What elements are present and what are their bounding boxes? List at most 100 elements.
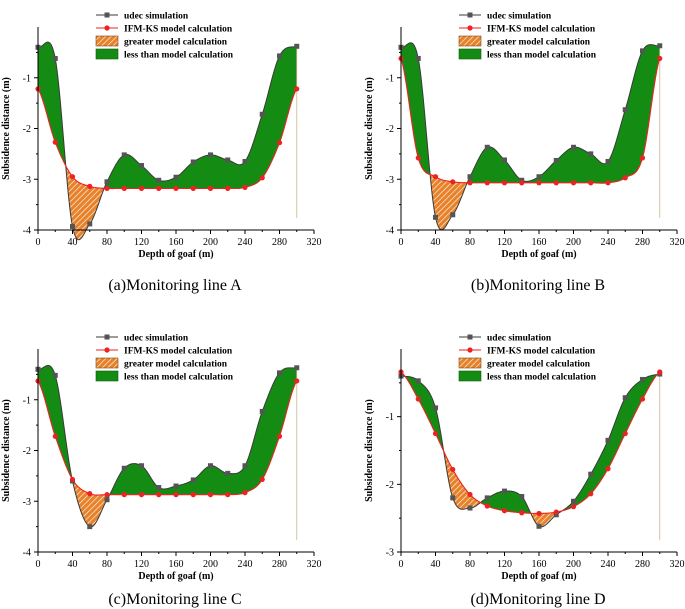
x-tick-label: 280 bbox=[272, 559, 287, 570]
udec-point bbox=[259, 408, 265, 414]
greater-region-3 bbox=[443, 448, 482, 510]
legend-less-swatch bbox=[95, 370, 119, 382]
udec-point bbox=[190, 477, 196, 483]
model-point bbox=[294, 86, 300, 92]
udec-point bbox=[622, 395, 628, 401]
udec-point bbox=[52, 55, 58, 61]
udec-point bbox=[484, 144, 490, 150]
model-point bbox=[121, 185, 127, 191]
model-point bbox=[104, 185, 110, 191]
chart-panel-3: 0 40 80 120 160 200 240 280 320 -4 -3 -2 -1 Depth of … bbox=[1, 334, 322, 609]
x-tick-label: 40 bbox=[68, 237, 78, 248]
udec-point bbox=[415, 378, 421, 384]
x-tick-label: 240 bbox=[601, 559, 616, 570]
x-tick-label: 240 bbox=[601, 237, 616, 248]
udec-curve bbox=[37, 41, 297, 241]
model-point bbox=[207, 492, 214, 498]
y-axis-title: Subsidence distance (m) bbox=[1, 77, 12, 180]
x-tick-label: 40 bbox=[431, 559, 441, 570]
udec-point bbox=[225, 470, 231, 476]
y-tick-label: -1 bbox=[386, 73, 394, 84]
udec-point bbox=[536, 523, 542, 529]
udec-point bbox=[553, 512, 559, 518]
legend-label: greater model calculation bbox=[487, 360, 591, 370]
model-point bbox=[156, 185, 162, 191]
model-point bbox=[432, 430, 439, 437]
chart-panel-4: 0 40 80 120 160 200 240 280 320 -3 -2 -1 Depth of go… bbox=[364, 334, 685, 609]
x-tick-label: 120 bbox=[497, 559, 512, 570]
x-tick-label: 280 bbox=[272, 237, 287, 248]
legend-label: less than model calculation bbox=[124, 51, 234, 61]
less-region-3 bbox=[109, 367, 297, 495]
udec-curve bbox=[400, 373, 660, 528]
y-tick-label: -4 bbox=[23, 548, 31, 559]
x-tick-label: 40 bbox=[431, 237, 441, 248]
x-tick-label: 280 bbox=[635, 559, 650, 570]
udec-point bbox=[294, 365, 300, 371]
model-point bbox=[553, 509, 559, 515]
model-point bbox=[69, 476, 76, 483]
udec-point bbox=[571, 144, 576, 150]
panel-caption: (b)Monitoring line B bbox=[471, 277, 605, 294]
legend-model-marker bbox=[467, 347, 473, 353]
model-point bbox=[415, 396, 421, 402]
y-tick-label: -1 bbox=[23, 73, 31, 84]
x-tick-label: 80 bbox=[102, 237, 112, 248]
x-tick-label: 120 bbox=[497, 237, 512, 248]
y-tick-label: -2 bbox=[386, 480, 394, 491]
x-tick-label: 320 bbox=[307, 559, 322, 570]
x-tick-label: 160 bbox=[532, 559, 547, 570]
less-region-4 bbox=[480, 491, 532, 515]
model-point bbox=[259, 175, 265, 181]
x-tick-label: 240 bbox=[238, 559, 253, 570]
model-point bbox=[467, 491, 473, 498]
legend-model-marker bbox=[104, 25, 110, 31]
panel-caption: (c)Monitoring line C bbox=[108, 591, 241, 608]
udec-point bbox=[121, 465, 127, 471]
y-tick-label: -4 bbox=[23, 226, 31, 237]
udec-point bbox=[553, 157, 559, 163]
model-point bbox=[69, 174, 76, 180]
legend-label: less than model calculation bbox=[487, 373, 597, 383]
udec-point bbox=[208, 152, 213, 158]
udec-point bbox=[433, 405, 438, 411]
udec-point bbox=[70, 223, 75, 229]
model-point bbox=[190, 185, 196, 191]
udec-point bbox=[450, 495, 456, 501]
udec-point bbox=[121, 152, 127, 158]
x-tick-label: 200 bbox=[203, 237, 218, 248]
udec-point bbox=[259, 111, 265, 117]
x-axis-title: Depth of goaf (m) bbox=[138, 571, 213, 582]
legend-less-swatch bbox=[458, 48, 482, 60]
legend-label: IFM-KS model calculation bbox=[124, 347, 233, 357]
udec-point bbox=[156, 485, 162, 491]
legend-model-marker bbox=[104, 347, 110, 353]
model-point bbox=[225, 185, 231, 191]
udec-point bbox=[242, 463, 248, 469]
model-point bbox=[276, 140, 283, 146]
udec-point bbox=[484, 495, 490, 501]
x-tick-label: 80 bbox=[102, 559, 112, 570]
model-point bbox=[467, 180, 473, 186]
y-tick-label: -2 bbox=[23, 446, 31, 457]
x-tick-label: 280 bbox=[635, 237, 650, 248]
x-tick-label: 120 bbox=[134, 237, 149, 248]
model-point bbox=[519, 510, 525, 516]
legend-less-swatch bbox=[458, 370, 482, 382]
less-region-2 bbox=[404, 375, 445, 454]
legend-label: udec simulation bbox=[124, 334, 189, 344]
model-point bbox=[294, 378, 300, 384]
less-region-3 bbox=[103, 46, 297, 190]
legend-label: less than model calculation bbox=[124, 373, 234, 383]
y-tick-label: -3 bbox=[386, 175, 394, 186]
udec-point bbox=[173, 174, 179, 180]
udec-curve bbox=[400, 42, 660, 231]
legend-greater-swatch bbox=[95, 357, 119, 369]
udec-point bbox=[502, 157, 507, 163]
udec-point bbox=[139, 163, 144, 169]
model-point bbox=[242, 184, 248, 190]
legend-label: IFM-KS model calculation bbox=[487, 25, 596, 35]
legend-label: IFM-KS model calculation bbox=[124, 25, 233, 35]
legend-udec-marker bbox=[104, 334, 110, 340]
model-point bbox=[605, 180, 611, 186]
